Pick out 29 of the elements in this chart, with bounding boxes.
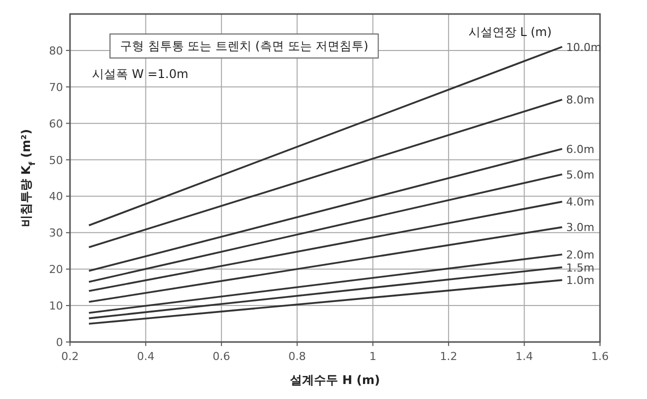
x-tick-label: 1.2: [440, 350, 458, 363]
x-tick-label: 1.6: [591, 350, 609, 363]
text: 구형 침투통 또는 트렌치 (측면 또는 저면침투): [120, 39, 368, 53]
series-label: 8.0m: [566, 94, 594, 107]
text: 시설폭 W =1.0m: [92, 67, 188, 81]
legend-title: 시설연장 L (m): [468, 25, 552, 39]
x-tick-label: 0.4: [136, 350, 154, 363]
y-tick-label: 50: [49, 154, 63, 167]
x-tick-label: 1: [369, 350, 376, 363]
series-label: 2.0m: [566, 248, 594, 262]
x-axis-title: 설계수두 H (m): [289, 373, 380, 387]
y-tick-label: 0: [56, 336, 63, 349]
y-tick-label: 20: [49, 263, 63, 276]
y-tick-label: 70: [49, 80, 63, 94]
x-tick-label: 0.6: [212, 350, 230, 363]
y-tick-label: 30: [49, 226, 63, 240]
y-tick-label: 10: [49, 300, 63, 313]
series-label: 4.0m: [566, 196, 594, 209]
y-tick-label: 60: [49, 117, 63, 130]
series-label: 5.0m: [566, 168, 594, 182]
series-label: 6.0m: [566, 142, 594, 156]
series-label: 1.5m: [566, 261, 594, 274]
x-tick-label: 0.2: [61, 350, 79, 363]
series-label: 1.0m: [566, 274, 594, 288]
x-tick-label: 1.4: [516, 350, 534, 363]
y-tick-label: 80: [49, 44, 63, 58]
x-tick-label: 0.8: [288, 350, 306, 363]
y-tick-label: 40: [49, 190, 63, 204]
series-label: 3.0m: [566, 221, 594, 234]
